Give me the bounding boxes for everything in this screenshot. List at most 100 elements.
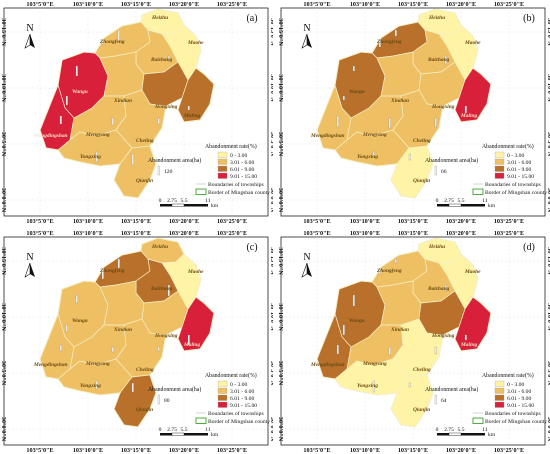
township-label-baizhang: Baizhang [150, 286, 173, 292]
legend-swatch [494, 165, 505, 172]
township-label-yongxing: Yongxing [80, 383, 101, 389]
legend-border-swatch [195, 188, 207, 195]
legend-swatch [217, 172, 228, 179]
longitude-label-bottom: 103°15'0"E [398, 447, 428, 454]
longitude-label-bottom: 103°5'0"E [26, 218, 53, 225]
legend-class-label: 9.01 - 15.00 [507, 174, 534, 180]
latitude-label-right: 30°15'0"N [546, 18, 550, 46]
scale-tick-label: 11 [205, 198, 211, 204]
longitude-label-bottom: 103°5'0"E [26, 447, 53, 454]
township-label-maling: Maling [460, 342, 477, 348]
township-label-maling: Maling [183, 342, 200, 348]
longitude-label-top: 103°5'0"E [26, 230, 53, 237]
area-bar [187, 334, 190, 346]
scale-tick-label: 5.5 [181, 198, 188, 204]
area-bar [434, 346, 437, 355]
township-label-wangu: Wangu [72, 318, 88, 324]
scale-unit: km [211, 203, 219, 209]
longitude-label-bottom: 103°20'0"E [446, 218, 476, 225]
legend-area-title: Abandonment area(ha) [425, 386, 478, 393]
latitude-label-right: 30°10'0"N [546, 74, 550, 102]
longitude-label-bottom: 103°10'0"E [350, 447, 380, 454]
latitude-label-right: 30°10'0"N [269, 303, 273, 331]
north-arrow-icon [301, 33, 312, 49]
latitude-label-left: 30°10'0"N [0, 303, 7, 331]
township-label-heizhu: Heizhu [151, 244, 168, 250]
latitude-label-right: 30°0'0"N [269, 188, 273, 213]
legend-class-label: 3.01 - 6.00 [507, 389, 531, 395]
scale-segment [437, 433, 449, 436]
legend-area-title: Abandonment area(ha) [425, 157, 478, 164]
legend-class-label: 6.01 - 9.00 [230, 396, 254, 402]
county-outline [39, 237, 215, 428]
longitude-label-bottom: 103°5'0"E [303, 447, 330, 454]
longitude-label-top: 103°20'0"E [446, 1, 476, 8]
longitude-label-bottom: 103°20'0"E [169, 447, 199, 454]
township-label-wangu: Wangu [72, 89, 88, 95]
longitude-label-bottom: 103°25'0"E [494, 447, 524, 454]
area-bar [95, 380, 98, 390]
area-bar [394, 258, 397, 264]
longitude-label-top: 103°5'0"E [303, 230, 330, 237]
area-bar [167, 284, 170, 297]
township-label-cheling: Cheling [413, 138, 431, 144]
legend-area-bar [434, 394, 437, 405]
scale-segment [448, 203, 462, 207]
legend-area-value: 80 [164, 398, 170, 404]
area-bar [464, 105, 467, 114]
scale-unit: km [488, 203, 496, 209]
township-label-qianjin: Qianjin [136, 178, 153, 184]
legend-boundaries-label: Boundaries of townships [485, 181, 541, 188]
legend-area-title: Abandonment area(ha) [148, 157, 201, 164]
latitude-label-left: 30°15'0"N [277, 18, 284, 46]
scale-segment [437, 204, 449, 207]
township-label-maling: Maling [460, 113, 477, 119]
area-bar [65, 95, 68, 106]
county-outline [316, 8, 492, 199]
longitude-label-bottom: 103°25'0"E [217, 447, 247, 454]
area-bar [75, 65, 78, 77]
latitude-label-left: 30°15'0"N [0, 247, 7, 275]
township-label-baizhang: Baizhang [150, 57, 173, 63]
area-bar [111, 346, 114, 353]
legend-swatch [494, 394, 505, 401]
longitude-label-bottom: 103°25'0"E [494, 218, 524, 225]
longitude-label-top: 103°5'0"E [303, 1, 330, 8]
area-bar [372, 151, 375, 158]
legend-class-label: 6.01 - 9.00 [507, 167, 531, 173]
township-label-zhongfeng: Zhongfeng [99, 39, 125, 45]
legend-rate-title: Abandonment rate(%) [205, 143, 257, 150]
longitude-label-bottom: 103°25'0"E [217, 218, 247, 225]
area-bar [59, 115, 62, 125]
north-label: N [303, 23, 310, 34]
legend-class-label: 0 - 3.00 [230, 382, 247, 388]
township-label-mengyang: Mengyang [85, 132, 110, 138]
scale-tick-label: 11 [205, 427, 211, 433]
legend-border-label: Border of Mingshan county [485, 418, 547, 425]
township-label-yongxing: Yongxing [80, 154, 101, 160]
north-arrow-icon [24, 262, 35, 278]
area-bar [95, 151, 98, 163]
longitude-label-top: 103°25'0"E [217, 1, 247, 8]
latitude-label-right: 30°5'0"N [269, 132, 273, 157]
area-bar [336, 344, 339, 355]
latitude-label-left: 30°5'0"N [0, 132, 7, 157]
township-label-mengdingshan: Mengdingshan [33, 362, 68, 368]
county-outline [39, 8, 215, 199]
scale-segment [461, 204, 485, 207]
area-bar [342, 324, 345, 336]
township-label-wangu: Wangu [349, 318, 365, 324]
longitude-label-bottom: 103°5'0"E [303, 218, 330, 225]
area-bar [444, 284, 447, 292]
latitude-label-right: 30°15'0"N [269, 247, 273, 275]
legend-border-swatch [195, 417, 207, 424]
township-label-mengdingshan: Mengdingshan [310, 133, 345, 139]
area-bar [378, 268, 381, 275]
legend-class-label: 6.01 - 9.00 [507, 396, 531, 402]
longitude-label-bottom: 103°15'0"E [398, 218, 428, 225]
township-label-xindian: Xindian [113, 98, 132, 104]
map-panel-a: 103°5'0"E 103°5'0"E 103°10'0"E 103°10'0"E 10… [0, 0, 273, 225]
